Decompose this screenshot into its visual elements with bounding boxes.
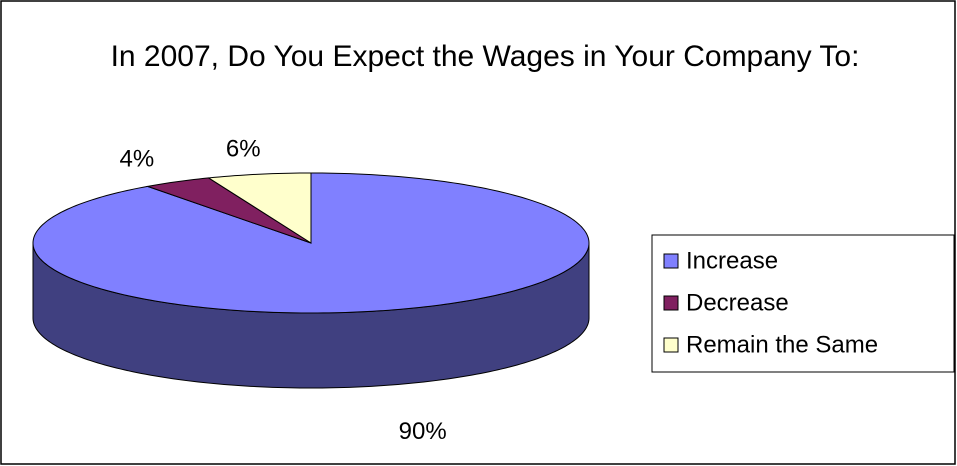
data-label: 6% (226, 136, 261, 163)
legend-label: Decrease (686, 289, 789, 316)
legend-swatch (663, 253, 679, 269)
chart-title: In 2007, Do You Expect the Wages in Your… (110, 40, 860, 73)
legend-swatch (663, 295, 679, 311)
pie-slice (145, 177, 312, 244)
legend-swatch (663, 337, 679, 353)
legend-box (651, 234, 955, 373)
legend-label: Remain the Same (686, 331, 878, 358)
legend-label: Increase (686, 247, 778, 274)
data-label: 4% (120, 146, 155, 173)
pie-slice (207, 172, 312, 244)
data-label: 90% (399, 418, 447, 445)
